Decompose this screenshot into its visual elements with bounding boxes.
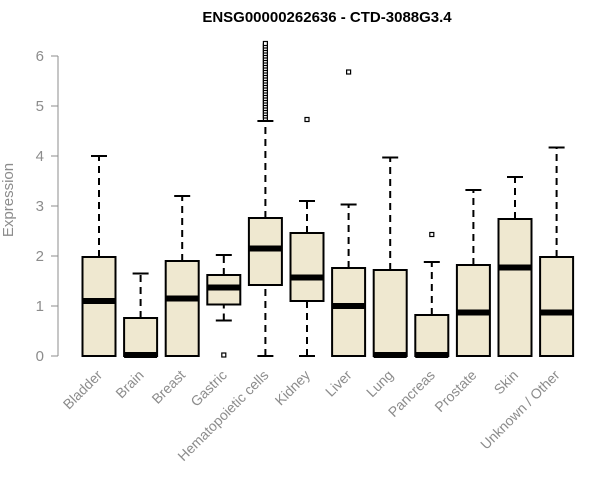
x-label-breast: Breast: [148, 367, 188, 407]
box-rect-liver: [331, 267, 367, 357]
box-rect-bladder: [81, 256, 117, 357]
box-unknown-other: [539, 146, 575, 357]
box-gastric: [206, 254, 242, 358]
outlier-pancreas-0: [429, 231, 435, 238]
box-hematopoietic-cells: [247, 40, 283, 357]
box-kidney: [289, 116, 325, 357]
box-breast: [164, 195, 200, 357]
outlier-hematopoietic-cells-30: [262, 40, 268, 47]
x-label-skin: Skin: [491, 367, 522, 398]
box-rect-kidney: [289, 232, 325, 302]
outlier-liver-0: [346, 69, 352, 75]
box-rect-skin: [497, 218, 533, 357]
box-rect-lung: [372, 269, 408, 357]
box-rect-pancreas: [414, 314, 450, 357]
y-tick-label-4: 4: [36, 148, 44, 165]
box-lung: [372, 156, 408, 358]
x-label-prostate: Prostate: [431, 367, 479, 415]
y-tick-label-6: 6: [36, 48, 44, 65]
y-tick-label-0: 0: [36, 348, 44, 365]
x-label-lung: Lung: [363, 367, 396, 400]
box-pancreas: [414, 231, 450, 358]
y-tick-label-2: 2: [36, 248, 44, 265]
box-rect-breast: [164, 260, 200, 357]
outlier-gastric-0: [221, 352, 227, 358]
x-label-unknown-other: Unknown / Other: [477, 367, 563, 453]
outlier-kidney-0: [304, 116, 310, 123]
x-label-liver: Liver: [322, 367, 355, 400]
boxes-group: [81, 40, 575, 358]
box-liver: [331, 69, 367, 357]
box-skin: [497, 176, 533, 357]
y-tick-label-3: 3: [36, 198, 44, 215]
x-label-kidney: Kidney: [272, 367, 314, 409]
box-rect-brain: [123, 317, 159, 357]
y-axis: 0 1 2 3 4 5 6: [36, 48, 59, 365]
box-prostate: [455, 189, 491, 357]
box-bladder: [81, 155, 117, 357]
y-axis-label: Expression: [0, 163, 17, 237]
box-rect-unknown-other: [539, 256, 575, 357]
x-label-brain: Brain: [112, 367, 146, 401]
y-tick-label-1: 1: [36, 298, 44, 315]
x-label-bladder: Bladder: [60, 367, 106, 413]
box-brain: [123, 272, 159, 358]
y-tick-label-5: 5: [36, 98, 44, 115]
chart-title: ENSG00000262636 - CTD-3088G3.4: [202, 9, 452, 26]
